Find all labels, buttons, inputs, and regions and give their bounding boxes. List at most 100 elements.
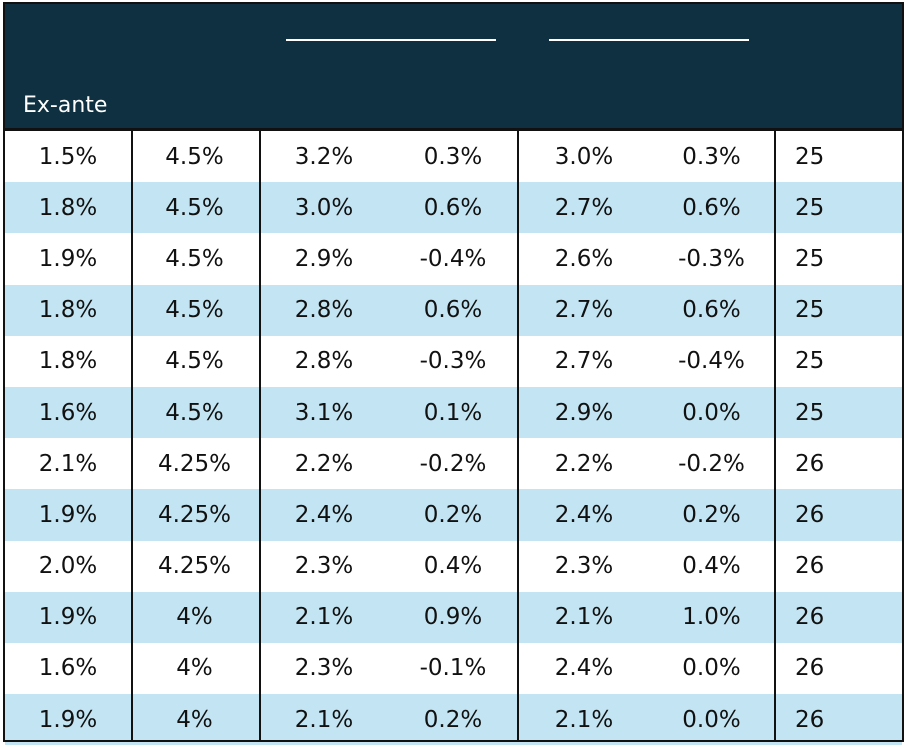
table-cell: 4.5% bbox=[165, 245, 224, 272]
table-cell: 3.1% bbox=[294, 399, 354, 426]
table-cell: 2.1% bbox=[554, 604, 614, 631]
table-cell: 0.0% bbox=[682, 655, 741, 682]
table-cell: 4.5% bbox=[165, 194, 224, 221]
table-cell: 26 bbox=[795, 706, 825, 733]
table-cell: 1.6% bbox=[38, 399, 98, 426]
table-cell: 1.8% bbox=[38, 348, 98, 375]
table-row: 1.8% 4.5% 2.8% 0.6% 2.7% 0.6% 25 bbox=[5, 284, 902, 336]
table-cell: 0.2% bbox=[423, 501, 483, 528]
table-header: Ex-ante bbox=[3, 2, 904, 129]
table-row: 1.9% 4% 2.1% 0.2% 2.1% 0.0% 26 bbox=[5, 694, 902, 746]
table-cell: 2.9% bbox=[294, 245, 354, 272]
table-cell: 2.2% bbox=[294, 450, 354, 477]
table-row: 1.9% 4.5% 2.9% -0.4% 2.6% -0.3% 25 bbox=[5, 233, 902, 284]
table-cell: 3.2% bbox=[294, 143, 354, 170]
table-cell: -0.4% bbox=[678, 348, 745, 375]
table-cell: 1.0% bbox=[682, 604, 741, 631]
header-divider bbox=[3, 128, 904, 131]
table-cell: 2.3% bbox=[294, 655, 354, 682]
table-cell: 2.9% bbox=[554, 399, 614, 426]
table-cell: -0.1% bbox=[419, 655, 487, 682]
table-cell: 2.7% bbox=[554, 348, 614, 375]
table-cell: 4.5% bbox=[165, 297, 224, 324]
table-row: 1.9% 4% 2.1% 0.9% 2.1% 1.0% 26 bbox=[5, 591, 902, 643]
table-row: 1.8% 4.5% 2.8% -0.3% 2.7% -0.4% 25 bbox=[5, 336, 902, 387]
table-row: 2.1% 4.25% 2.2% -0.2% 2.2% -0.2% 26 bbox=[5, 438, 902, 489]
table-cell: 4.25% bbox=[157, 553, 232, 580]
column-group-rule bbox=[549, 39, 749, 41]
column-divider bbox=[131, 131, 133, 742]
table-frame bbox=[3, 2, 904, 742]
table-cell: 25 bbox=[795, 297, 825, 324]
table-cell: -0.4% bbox=[419, 245, 487, 272]
table-cell: 2.4% bbox=[554, 501, 614, 528]
table-cell: 0.6% bbox=[423, 297, 483, 324]
table-cell: 1.5% bbox=[38, 143, 98, 170]
table-cell: 0.2% bbox=[682, 501, 741, 528]
table-cell: 2.1% bbox=[294, 604, 354, 631]
table-cell: 0.3% bbox=[423, 143, 483, 170]
table-cell: 4.25% bbox=[157, 501, 232, 528]
table-cell: 0.2% bbox=[423, 706, 483, 733]
table-cell: 4.5% bbox=[165, 143, 224, 170]
column-divider bbox=[774, 131, 776, 742]
table-body: 1.5% 4.5% 3.2% 0.3% 3.0% 0.3% 25 1.8% 4.5% 3.0% 0.… bbox=[5, 131, 902, 746]
table-cell: -0.3% bbox=[678, 245, 745, 272]
table-cell: 2.1% bbox=[38, 450, 98, 477]
table-cell: 26 bbox=[795, 553, 825, 580]
table-cell: 26 bbox=[795, 501, 825, 528]
table-cell: 4.5% bbox=[165, 399, 224, 426]
table-cell: 1.8% bbox=[38, 194, 98, 221]
table-cell: 25 bbox=[795, 348, 825, 375]
table-cell: 2.4% bbox=[294, 501, 354, 528]
table-cell: 2.1% bbox=[554, 706, 614, 733]
table-cell: 0.6% bbox=[682, 297, 741, 324]
table-cell: -0.2% bbox=[419, 450, 487, 477]
table-cell: 2.3% bbox=[294, 553, 354, 580]
table-cell: 4% bbox=[176, 655, 213, 682]
table-cell: 1.8% bbox=[38, 297, 98, 324]
table-cell: 0.3% bbox=[682, 143, 741, 170]
table-cell: 26 bbox=[795, 604, 825, 631]
table-cell: 0.9% bbox=[423, 604, 483, 631]
table-cell: 2.3% bbox=[554, 553, 614, 580]
table-row: 1.8% 4.5% 3.0% 0.6% 2.7% 0.6% 25 bbox=[5, 182, 902, 234]
table-cell: 26 bbox=[795, 450, 825, 477]
table-cell: 2.4% bbox=[554, 655, 614, 682]
table-row: 1.9% 4.25% 2.4% 0.2% 2.4% 0.2% 26 bbox=[5, 489, 902, 541]
table-cell: 25 bbox=[795, 399, 825, 426]
table-cell: 1.9% bbox=[38, 245, 98, 272]
table-row: 1.6% 4% 2.3% -0.1% 2.4% 0.0% 26 bbox=[5, 643, 902, 694]
table-cell: -0.3% bbox=[419, 348, 487, 375]
table-cell: 2.7% bbox=[554, 194, 614, 221]
table-cell: 0.6% bbox=[423, 194, 483, 221]
table-cell: 1.9% bbox=[38, 706, 98, 733]
table-cell: 0.4% bbox=[682, 553, 741, 580]
table-cell: 4.5% bbox=[165, 348, 224, 375]
table-cell: 26 bbox=[795, 655, 825, 682]
table-cell: 4.25% bbox=[157, 450, 232, 477]
table-cell: 0.1% bbox=[423, 399, 483, 426]
table-cell: 0.0% bbox=[682, 399, 741, 426]
table-cell: 4% bbox=[176, 706, 213, 733]
table-cell: 2.8% bbox=[294, 348, 354, 375]
table-row: 2.0% 4.25% 2.3% 0.4% 2.3% 0.4% 26 bbox=[5, 541, 902, 592]
column-divider bbox=[517, 131, 519, 742]
table-cell: 2.0% bbox=[38, 553, 98, 580]
table-cell: 25 bbox=[795, 194, 825, 221]
table-cell: 25 bbox=[795, 245, 825, 272]
table-cell: 3.0% bbox=[294, 194, 354, 221]
table-cell: 1.9% bbox=[38, 501, 98, 528]
table-cell: 2.1% bbox=[294, 706, 354, 733]
table-cell: 0.0% bbox=[682, 706, 741, 733]
table-cell: 2.8% bbox=[294, 297, 354, 324]
table-cell: 1.9% bbox=[38, 604, 98, 631]
table-cell: 0.6% bbox=[682, 194, 741, 221]
table-cell: 3.0% bbox=[554, 143, 614, 170]
table-cell: 2.2% bbox=[554, 450, 614, 477]
table-cell: 0.4% bbox=[423, 553, 483, 580]
table-cell: 1.6% bbox=[38, 655, 98, 682]
table-cell: -0.2% bbox=[678, 450, 745, 477]
column-divider bbox=[259, 131, 261, 742]
table-cell: 4% bbox=[176, 604, 213, 631]
